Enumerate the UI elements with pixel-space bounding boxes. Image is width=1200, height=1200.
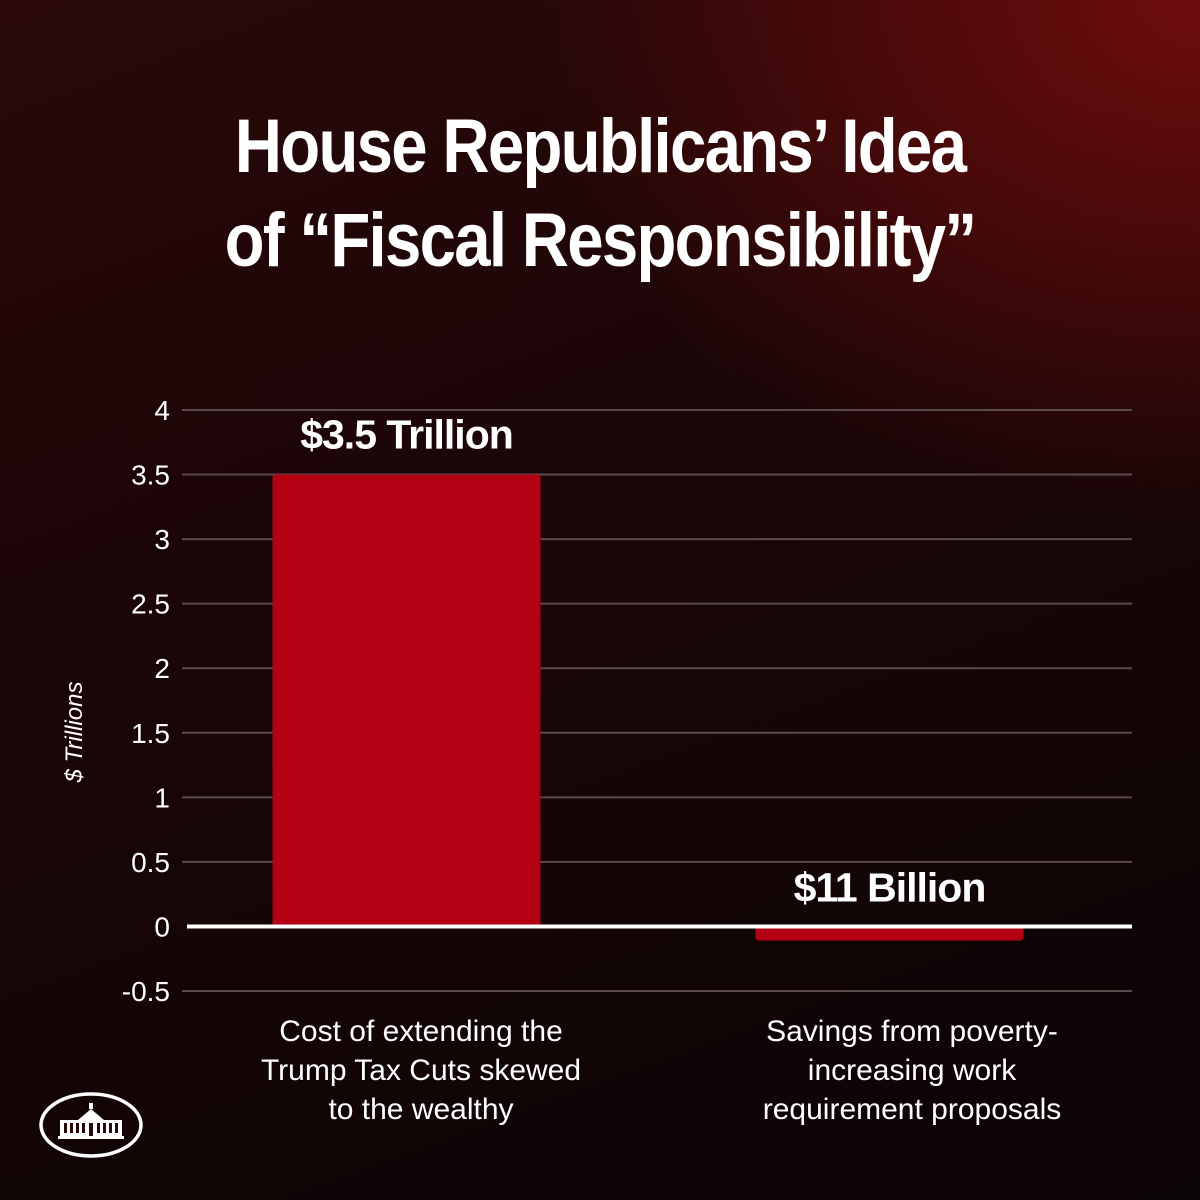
bars (272, 474, 1024, 941)
y-tick-label: 0 (154, 911, 170, 942)
category-label: requirement proposals (763, 1093, 1062, 1126)
y-axis-label: $ Trillions (61, 682, 88, 784)
bar-data-labels: $3.5 Trillion $11 Billion (300, 412, 986, 911)
category-labels: Cost of extending the Trump Tax Cuts skew… (261, 1015, 1061, 1126)
category-label: Cost of extending the (279, 1015, 563, 1048)
category-label: increasing work (808, 1054, 1017, 1087)
y-tick-label: 1.5 (131, 718, 170, 749)
bar-data-label: $11 Billion (794, 864, 986, 910)
y-tick-label: 4 (154, 395, 170, 426)
bar (272, 474, 541, 927)
y-tick-label: -0.5 (122, 976, 170, 1007)
y-tick-label: 2 (154, 653, 170, 684)
y-tick-label: 1 (154, 782, 170, 813)
category-label: Savings from poverty- (766, 1015, 1058, 1048)
bar (755, 926, 1024, 941)
category-label: Trump Tax Cuts skewed (261, 1054, 581, 1087)
bar-data-label: $3.5 Trillion (300, 412, 513, 458)
y-tick-label: 3 (154, 524, 170, 555)
chart-title: House Republicans’ Idea of “Fiscal Respo… (84, 100, 1116, 288)
y-tick-label: 2.5 (131, 589, 170, 620)
y-tick-label: 0.5 (131, 847, 170, 878)
y-tick-label: 3.5 (131, 460, 170, 491)
chart-title-line-2: of “Fiscal Responsibility” (224, 198, 977, 283)
category-label: to the wealthy (328, 1093, 513, 1126)
chart-title-line-1: House Republicans’ Idea (234, 104, 967, 189)
white-house-icon (39, 1092, 143, 1158)
y-tick-labels: -0.5 0 0.5 1 1.5 2 2.5 3 3.5 4 (122, 395, 170, 1007)
